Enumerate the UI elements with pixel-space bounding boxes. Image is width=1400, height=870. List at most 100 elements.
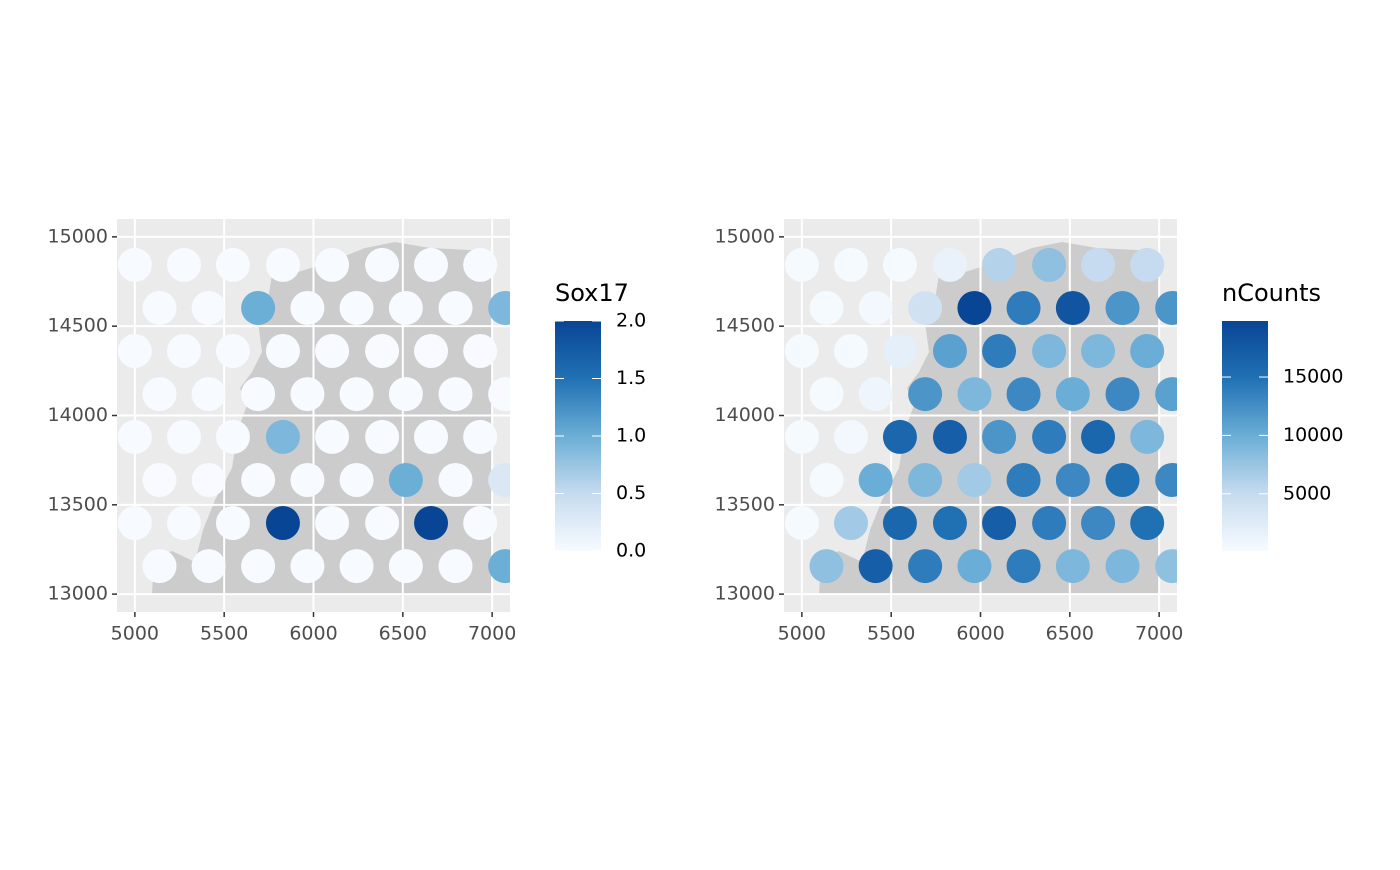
spot — [858, 377, 893, 412]
spot — [858, 290, 893, 325]
spot — [463, 506, 498, 541]
spot — [438, 462, 473, 497]
spot — [117, 419, 152, 454]
spot — [191, 462, 226, 497]
spot — [290, 377, 325, 412]
colorbar-label: 5000 — [1283, 482, 1331, 504]
spot — [1130, 506, 1165, 541]
spot — [1155, 549, 1177, 584]
spot — [1032, 334, 1067, 369]
spot — [488, 290, 510, 325]
spot — [241, 290, 276, 325]
spot — [882, 334, 917, 369]
colorbar — [1222, 321, 1268, 551]
x-tick-label: 7000 — [468, 623, 516, 645]
spot — [265, 334, 300, 369]
spot — [215, 419, 250, 454]
spot — [1032, 247, 1067, 282]
spot — [365, 506, 400, 541]
spot — [1006, 549, 1041, 584]
colorbar-label: 0.0 — [616, 540, 646, 562]
spot — [1055, 377, 1090, 412]
y-tick-label: 14000 — [48, 404, 108, 426]
x-tick-label: 5500 — [867, 623, 915, 645]
spot — [957, 290, 992, 325]
spot — [1055, 462, 1090, 497]
spot — [908, 462, 943, 497]
x-tick-label: 5500 — [200, 623, 248, 645]
spot — [488, 377, 510, 412]
spot — [882, 247, 917, 282]
spot — [315, 506, 350, 541]
x-tick-label: 5000 — [111, 623, 159, 645]
spot — [932, 247, 967, 282]
spot — [166, 419, 201, 454]
spot — [388, 377, 423, 412]
spot — [241, 377, 276, 412]
colorbar-label: 0.5 — [616, 482, 646, 504]
spot — [1006, 377, 1041, 412]
spot — [438, 290, 473, 325]
spot — [339, 462, 374, 497]
spot — [833, 506, 868, 541]
y-tick-label: 13500 — [715, 493, 775, 515]
legend-title: nCounts — [1222, 279, 1321, 307]
tissue-image — [152, 242, 492, 594]
spot — [414, 506, 449, 541]
panel: 5000 5500 6000 6500 7000 13000 13500 14000 14500… — [48, 219, 646, 645]
spot — [488, 462, 510, 497]
y-tick-label: 13000 — [715, 583, 775, 605]
spot — [1081, 506, 1116, 541]
spot — [1032, 506, 1067, 541]
colorbar-label: 10000 — [1283, 424, 1343, 446]
spot — [438, 377, 473, 412]
spot — [833, 334, 868, 369]
spot — [117, 334, 152, 369]
spot — [1155, 377, 1177, 412]
spot — [365, 419, 400, 454]
spot — [833, 247, 868, 282]
spot — [908, 549, 943, 584]
spot — [388, 549, 423, 584]
spot — [1155, 290, 1177, 325]
spot — [1105, 290, 1140, 325]
spot — [1081, 334, 1116, 369]
spot — [215, 334, 250, 369]
panel: 5000 5500 6000 6500 7000 13000 13500 14000 14500… — [715, 219, 1343, 645]
spot — [463, 247, 498, 282]
spot — [982, 247, 1017, 282]
spot — [982, 506, 1017, 541]
spot — [784, 419, 819, 454]
spot — [784, 247, 819, 282]
spot — [1055, 549, 1090, 584]
spot — [1032, 419, 1067, 454]
spot — [339, 549, 374, 584]
spot — [932, 506, 967, 541]
spot — [882, 506, 917, 541]
spot — [414, 334, 449, 369]
spot — [414, 419, 449, 454]
y-tick-label: 14000 — [715, 404, 775, 426]
x-tick-label: 6000 — [289, 623, 337, 645]
spot — [932, 419, 967, 454]
spot — [908, 377, 943, 412]
tissue-image — [819, 242, 1159, 594]
spot — [215, 247, 250, 282]
spot — [166, 506, 201, 541]
spot — [290, 290, 325, 325]
colorbar-label: 1.0 — [616, 425, 646, 447]
spot — [1081, 419, 1116, 454]
spot — [957, 549, 992, 584]
colorbar-label: 2.0 — [616, 310, 646, 332]
spot — [809, 290, 844, 325]
spot — [166, 334, 201, 369]
y-tick-label: 14500 — [48, 315, 108, 337]
x-tick-label: 6000 — [956, 623, 1004, 645]
spot — [858, 549, 893, 584]
spot — [932, 334, 967, 369]
spot — [388, 290, 423, 325]
spot — [1105, 377, 1140, 412]
spot — [982, 334, 1017, 369]
